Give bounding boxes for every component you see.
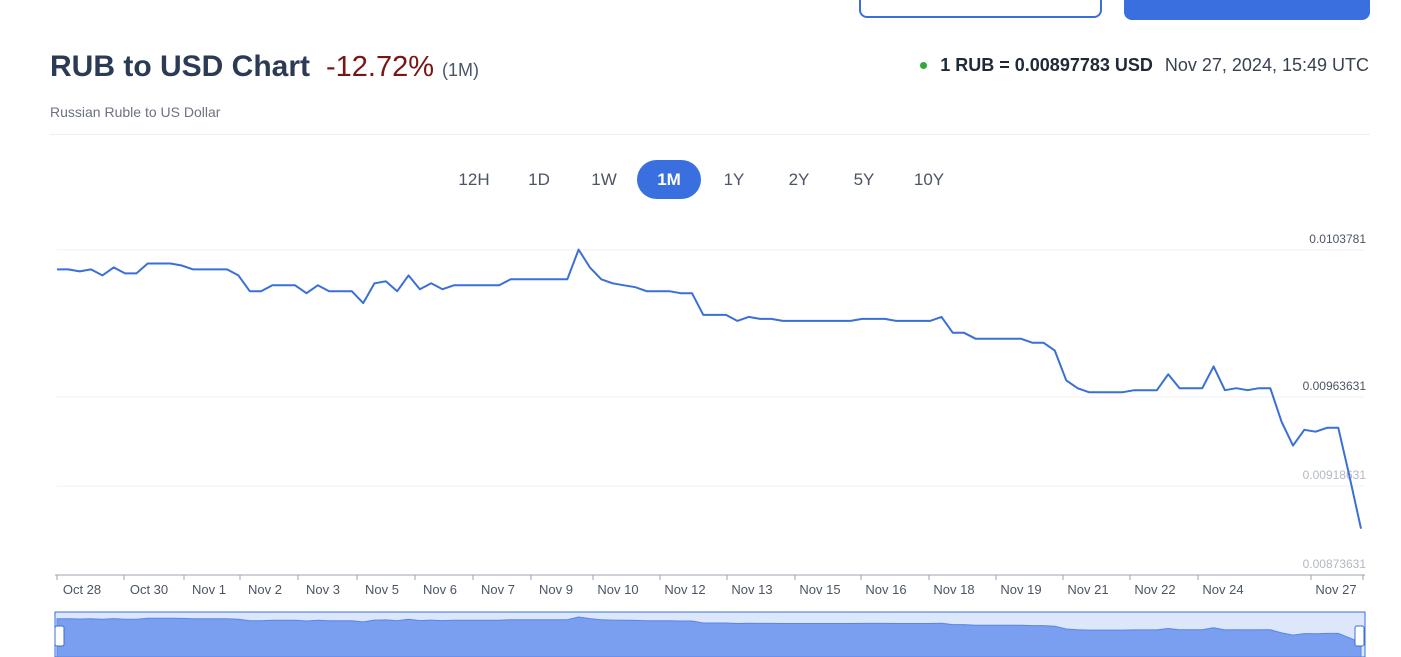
x-tick-label: Nov 22 (1134, 582, 1175, 597)
live-rate: 1 RUB = 0.00897783 USD Nov 27, 2024, 15:… (920, 55, 1369, 76)
x-tick-label: Nov 16 (865, 582, 906, 597)
page-title: RUB to USD Chart (50, 50, 310, 83)
y-tick-label: 0.00918631 (1303, 468, 1367, 482)
rate-timestamp: Nov 27, 2024, 15:49 UTC (1164, 55, 1369, 75)
percent-change: -12.72% (326, 51, 435, 83)
x-tick-label: Nov 2 (248, 582, 282, 597)
navigator-series (56, 616, 1362, 657)
top-outline-button[interactable] (859, 0, 1102, 18)
x-tick-label: Nov 10 (597, 582, 638, 597)
x-tick-label: Nov 9 (539, 582, 573, 597)
navigator-right-handle[interactable] (1354, 625, 1365, 647)
tab-1m[interactable]: 1M (637, 160, 701, 199)
live-dot-icon (920, 62, 928, 69)
x-tick-label: Nov 13 (731, 582, 772, 597)
header-divider (50, 134, 1370, 135)
y-tick-label: 0.00873631 (1303, 557, 1367, 571)
navigator-left-handle[interactable] (54, 625, 65, 647)
x-tick-label: Oct 30 (130, 582, 168, 597)
x-tick-label: Nov 21 (1067, 582, 1108, 597)
range-tabs: 12H 1D 1W 1M 1Y 2Y 5Y 10Y (442, 160, 962, 199)
top-primary-button[interactable] (1124, 0, 1370, 20)
x-tick-label: Nov 7 (481, 582, 515, 597)
x-tick-label: Nov 12 (664, 582, 705, 597)
y-tick-label: 0.0103781 (1309, 232, 1366, 246)
tab-1d[interactable]: 1D (528, 170, 550, 189)
x-tick-label: Nov 3 (306, 582, 340, 597)
tab-1y[interactable]: 1Y (723, 170, 745, 189)
page-subtitle: Russian Ruble to US Dollar (50, 104, 221, 120)
tab-5y[interactable]: 5Y (853, 170, 875, 189)
tab-12h[interactable]: 12H (458, 170, 490, 189)
series-line (57, 248, 1362, 529)
title-row: RUB to USD Chart -12.72% (1M) (50, 50, 479, 84)
tab-1w[interactable]: 1W (591, 170, 617, 189)
change-period: (1M) (442, 60, 480, 80)
x-tick-label: Nov 24 (1202, 582, 1243, 597)
tab-10y[interactable]: 10Y (913, 170, 945, 189)
x-tick-label: Nov 15 (799, 582, 840, 597)
y-tick-label: 0.00963631 (1303, 379, 1367, 393)
x-tick-label: Nov 27 (1315, 582, 1356, 597)
x-tick-label: Nov 19 (1000, 582, 1041, 597)
rate-value: 1 RUB = 0.00897783 USD (940, 55, 1153, 75)
tab-2y[interactable]: 2Y (788, 170, 810, 189)
x-tick-label: Nov 1 (192, 582, 226, 597)
x-tick-label: Nov 5 (365, 582, 399, 597)
x-tick-label: Nov 6 (423, 582, 457, 597)
x-tick-label: Oct 28 (63, 582, 101, 597)
x-tick-label: Nov 18 (933, 582, 974, 597)
